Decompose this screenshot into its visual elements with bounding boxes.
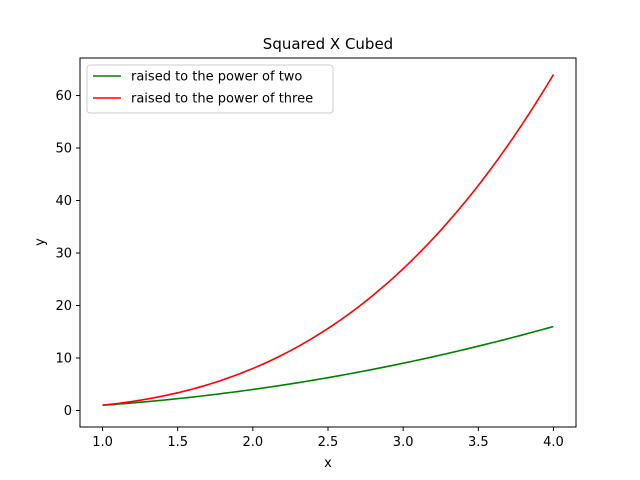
x-tick-label: 2.0 [243, 435, 264, 450]
y-tick-label: 30 [55, 246, 72, 261]
legend-box [86, 64, 334, 114]
legend-label-1: raised to the power of two [131, 70, 302, 85]
y-axis-label: y [33, 238, 48, 246]
x-axis-ticks: 1.0 1.5 2.0 2.5 3.0 3.5 4.0 [92, 427, 564, 450]
y-tick-label: 50 [55, 142, 72, 157]
plot-lines [102, 74, 555, 407]
series-line-2 [102, 74, 555, 407]
x-axis-label: x [324, 456, 332, 471]
x-tick-label: 1.0 [92, 435, 113, 450]
y-tick-label: 10 [55, 351, 72, 366]
series-line-1 [102, 325, 554, 407]
legend-label-2: raised to the power of three [131, 92, 313, 107]
chart-title: Squared X Cubed [263, 35, 393, 53]
x-tick-label: 3.0 [393, 435, 414, 450]
legend: raised to the power of two raised to the … [86, 64, 334, 114]
y-tick-label: 40 [55, 194, 72, 209]
y-tick-label: 0 [64, 404, 72, 419]
y-tick-label: 20 [55, 299, 72, 314]
x-tick-label: 4.0 [543, 435, 564, 450]
x-tick-label: 3.5 [468, 435, 489, 450]
x-tick-label: 1.5 [167, 435, 188, 450]
y-tick-label: 60 [55, 89, 72, 104]
x-tick-label: 2.5 [318, 435, 339, 450]
y-axis-ticks: 0 10 20 30 40 50 60 [55, 89, 80, 419]
